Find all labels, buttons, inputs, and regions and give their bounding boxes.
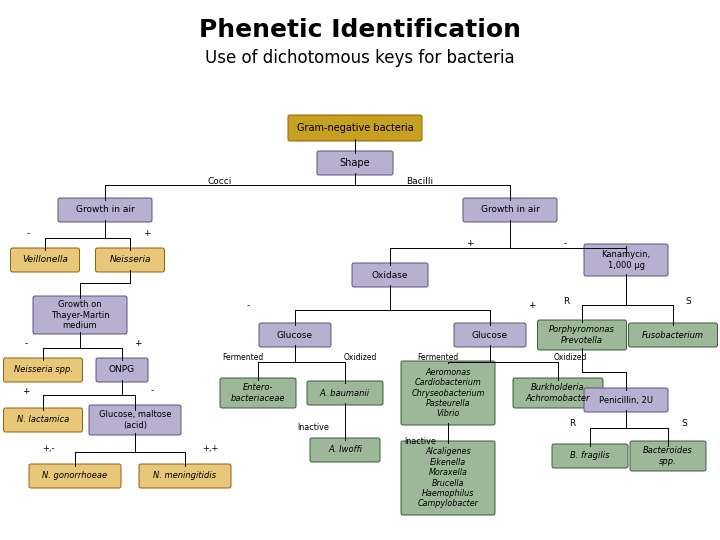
Text: -: -	[246, 301, 250, 310]
FancyBboxPatch shape	[352, 263, 428, 287]
Text: Neisseria spp.: Neisseria spp.	[14, 366, 73, 375]
FancyBboxPatch shape	[58, 198, 152, 222]
FancyBboxPatch shape	[584, 244, 668, 276]
Text: Growth on
Thayer-Martin
medium: Growth on Thayer-Martin medium	[50, 300, 109, 330]
FancyBboxPatch shape	[33, 296, 127, 334]
Text: Fermented: Fermented	[222, 353, 264, 361]
Text: +,-: +,-	[42, 443, 54, 453]
Text: Gram-negative bacteria: Gram-negative bacteria	[297, 123, 413, 133]
Text: N. lactamica: N. lactamica	[17, 415, 69, 424]
FancyBboxPatch shape	[96, 358, 148, 382]
Text: Fermented: Fermented	[418, 353, 459, 361]
Text: Growth in air: Growth in air	[76, 206, 135, 214]
Text: Bacteroides
spp.: Bacteroides spp.	[643, 446, 693, 465]
Text: +: +	[143, 230, 150, 239]
Text: Growth in air: Growth in air	[481, 206, 539, 214]
Text: Cocci: Cocci	[208, 177, 232, 186]
Text: Burkholderia
Achromobacter: Burkholderia Achromobacter	[526, 383, 590, 403]
FancyBboxPatch shape	[259, 323, 331, 347]
Text: ONPG: ONPG	[109, 366, 135, 375]
FancyBboxPatch shape	[139, 464, 231, 488]
FancyBboxPatch shape	[89, 405, 181, 435]
FancyBboxPatch shape	[584, 388, 668, 412]
Text: Glucose: Glucose	[277, 330, 313, 340]
FancyBboxPatch shape	[630, 441, 706, 471]
FancyBboxPatch shape	[288, 115, 422, 141]
Text: A. Iwoffi: A. Iwoffi	[328, 446, 362, 455]
Text: S: S	[681, 420, 687, 429]
Text: Oxidase: Oxidase	[372, 271, 408, 280]
FancyBboxPatch shape	[454, 323, 526, 347]
Text: -: -	[24, 340, 27, 348]
FancyBboxPatch shape	[96, 248, 164, 272]
Text: Penicillin, 2U: Penicillin, 2U	[599, 395, 653, 404]
Text: Aeromonas
Cardiobacterium
Chryseobacterium
Pasteurella
Vibrio: Aeromonas Cardiobacterium Chryseobacteri…	[411, 368, 485, 418]
FancyBboxPatch shape	[11, 248, 79, 272]
FancyBboxPatch shape	[629, 323, 718, 347]
Text: +: +	[22, 387, 30, 395]
Text: Glucose, maltose
(acid): Glucose, maltose (acid)	[99, 410, 171, 430]
Text: Kanamycin,
1,000 μg: Kanamycin, 1,000 μg	[601, 251, 651, 269]
Text: -: -	[563, 240, 567, 248]
FancyBboxPatch shape	[401, 441, 495, 515]
Text: Alcaligenes
Eikenella
Moraxella
Brucella
Haemophilus
Campylobacter: Alcaligenes Eikenella Moraxella Brucella…	[418, 448, 478, 509]
Text: Shape: Shape	[340, 158, 370, 168]
Text: +,+: +,+	[202, 443, 218, 453]
Text: +: +	[134, 340, 142, 348]
Text: -: -	[27, 230, 30, 239]
Text: N. gonorrhoeae: N. gonorrhoeae	[42, 471, 107, 481]
Text: Oxidized: Oxidized	[553, 353, 587, 361]
Text: Oxidized: Oxidized	[343, 353, 377, 361]
Text: Bacilli: Bacilli	[406, 177, 433, 186]
FancyBboxPatch shape	[317, 151, 393, 175]
Text: A. baumanii: A. baumanii	[320, 388, 370, 397]
FancyBboxPatch shape	[310, 438, 380, 462]
FancyBboxPatch shape	[513, 378, 603, 408]
FancyBboxPatch shape	[4, 408, 83, 432]
FancyBboxPatch shape	[401, 361, 495, 425]
Text: +: +	[528, 301, 536, 310]
Text: Veillonella: Veillonella	[22, 255, 68, 265]
Text: +: +	[467, 240, 474, 248]
FancyBboxPatch shape	[4, 358, 83, 382]
FancyBboxPatch shape	[552, 444, 628, 468]
Text: Use of dichotomous keys for bacteria: Use of dichotomous keys for bacteria	[205, 49, 515, 67]
Text: Glucose: Glucose	[472, 330, 508, 340]
FancyBboxPatch shape	[307, 381, 383, 405]
FancyBboxPatch shape	[220, 378, 296, 408]
Text: Phenetic Identification: Phenetic Identification	[199, 18, 521, 42]
Text: N. meningitidis: N. meningitidis	[153, 471, 217, 481]
Text: Porphyromonas
Prevotella: Porphyromonas Prevotella	[549, 325, 615, 345]
Text: R: R	[569, 420, 575, 429]
Text: Entero-
bacteriaceae: Entero- bacteriaceae	[230, 383, 285, 403]
Text: Neisseria: Neisseria	[109, 255, 150, 265]
Text: Inactive: Inactive	[297, 422, 329, 431]
FancyBboxPatch shape	[463, 198, 557, 222]
Text: S: S	[685, 296, 691, 306]
Text: Inactive: Inactive	[404, 437, 436, 447]
Text: Fusobacterium: Fusobacterium	[642, 330, 704, 340]
Text: -: -	[150, 387, 153, 395]
Text: R: R	[563, 296, 569, 306]
Text: B. fragilis: B. fragilis	[570, 451, 610, 461]
FancyBboxPatch shape	[29, 464, 121, 488]
FancyBboxPatch shape	[538, 320, 626, 350]
